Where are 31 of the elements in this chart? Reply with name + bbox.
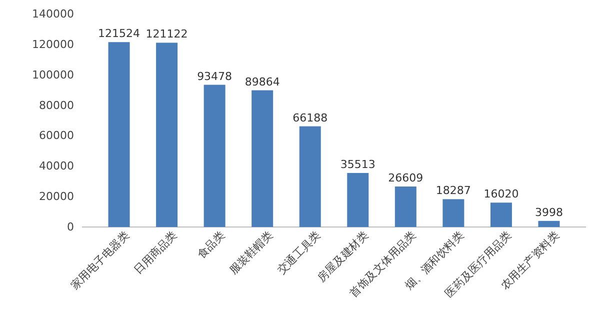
y-tick-label: 40000	[39, 160, 74, 173]
bar	[156, 42, 178, 227]
data-label: 121524	[98, 27, 140, 40]
y-tick-label: 120000	[32, 38, 74, 51]
data-label: 93478	[197, 70, 232, 83]
data-label: 89864	[244, 75, 280, 88]
y-tick-label: 140000	[32, 8, 74, 21]
x-tick-label: 服装鞋帽类	[227, 228, 276, 277]
bar	[442, 199, 464, 227]
x-tick-label: 日用商品类	[132, 228, 180, 277]
y-tick-label: 0	[67, 220, 74, 234]
bar	[394, 186, 416, 227]
x-tick-label: 食品类	[194, 228, 228, 262]
data-label: 3998	[534, 206, 563, 219]
y-tick-label: 80000	[39, 98, 74, 112]
y-tick-label: 60000	[39, 129, 74, 142]
data-label: 18287	[436, 184, 471, 198]
data-label: 121122	[146, 28, 188, 41]
bar	[204, 84, 226, 227]
data-label: 35513	[340, 158, 376, 171]
data-label: 26609	[388, 172, 424, 185]
data-label: 16020	[484, 188, 519, 201]
y-tick-label: 20000	[39, 190, 74, 204]
bar	[347, 172, 369, 227]
bar	[490, 202, 512, 227]
data-label: 66188	[292, 111, 328, 124]
bar	[538, 220, 560, 227]
bar	[299, 126, 321, 227]
bar	[252, 90, 274, 227]
y-tick-label: 100000	[32, 68, 74, 82]
bar	[108, 42, 130, 227]
